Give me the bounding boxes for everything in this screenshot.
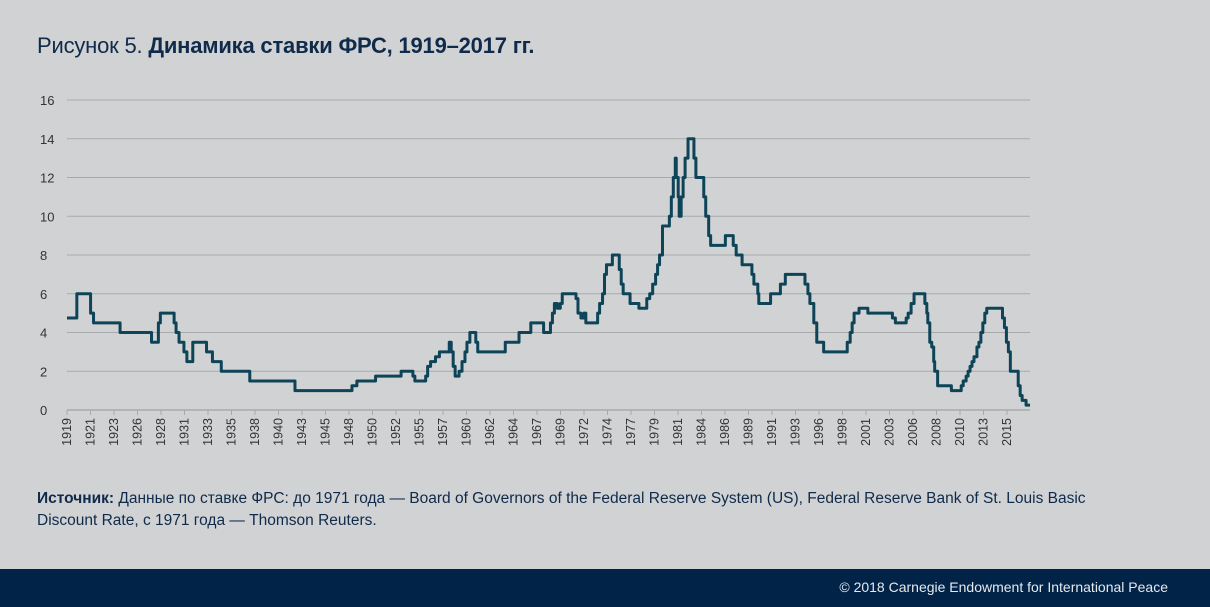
x-tick-label: 1984 (695, 418, 709, 446)
x-tick-label: 1993 (789, 418, 803, 446)
gridlines (67, 99, 1030, 372)
x-tick-label: 1945 (319, 418, 333, 446)
x-tick-label: 1940 (272, 418, 286, 446)
copyright: © 2018 Carnegie Endowment for Internatio… (839, 579, 1168, 595)
x-tick-label: 1957 (436, 418, 450, 446)
x-tick-label: 1938 (248, 418, 262, 446)
x-tick-label: 1919 (60, 418, 74, 446)
plot-area (67, 137, 1030, 407)
x-tick-label: 1923 (107, 418, 121, 446)
x-tick-label: 1943 (295, 418, 309, 446)
x-tick-label: 1996 (812, 418, 826, 446)
x-tick-label: 1928 (154, 418, 168, 446)
x-tick-label: 2001 (859, 418, 873, 446)
y-tick-label: 10 (40, 209, 54, 224)
x-tick-label: 2003 (883, 418, 897, 446)
x-tick-label: 1964 (507, 418, 521, 446)
x-tick-label: 1989 (742, 418, 756, 446)
x-tick-label: 1950 (366, 418, 380, 446)
x-tick-label: 2006 (906, 418, 920, 446)
x-tick-label: 1921 (84, 418, 98, 446)
y-tick-label: 14 (40, 132, 54, 147)
x-tick-label: 2015 (1000, 418, 1014, 446)
x-tick-label: 2013 (977, 418, 991, 446)
x-tick-label: 1967 (530, 418, 544, 446)
source-label: Источник: (37, 490, 115, 507)
x-tick-label: 1926 (131, 418, 145, 446)
x-tick-label: 2010 (953, 418, 967, 446)
x-tick-label: 1948 (342, 418, 356, 446)
x-tick-label: 1979 (648, 418, 662, 446)
x-tick-label: 1986 (718, 418, 732, 446)
y-tick-label: 0 (40, 403, 47, 418)
series-line-fed-rate (67, 137, 1030, 407)
x-tick-label: 1933 (201, 418, 215, 446)
x-axis: 1919 1921 1923 1926 1928 1931 1933 1935 1938 1940… (60, 409, 1030, 446)
x-tick-label: 1977 (624, 418, 638, 446)
source-text: Данные по ставке ФРС: до 1971 года — Boa… (37, 490, 1086, 529)
x-tick-label: 1969 (554, 418, 568, 446)
y-tick-label: 2 (40, 364, 47, 379)
y-tick-label: 4 (40, 326, 47, 341)
figure-number: Рисунок 5. (37, 33, 143, 58)
x-tick-label: 1955 (413, 418, 427, 446)
x-tick-label: 1962 (483, 418, 497, 446)
y-tick-label: 6 (40, 287, 47, 302)
x-tick-label: 1998 (836, 418, 850, 446)
source-note: Источник: Данные по ставке ФРС: до 1971 … (37, 488, 1137, 532)
footer-bar: © 2018 Carnegie Endowment for Internatio… (0, 569, 1210, 607)
x-tick-label: 1952 (389, 418, 403, 446)
x-tick-label: 1981 (671, 418, 685, 446)
x-tick-label: 1991 (765, 418, 779, 446)
y-tick-label: 8 (40, 248, 47, 263)
x-tick-label: 2008 (930, 418, 944, 446)
y-tick-label: 16 (40, 93, 54, 108)
y-axis: 0 2 4 6 8 10 12 14 16 (40, 93, 54, 418)
chart-title: Рисунок 5. Динамика ставки ФРС, 1919–201… (37, 33, 535, 59)
y-tick-label: 12 (40, 171, 54, 186)
x-tick-label: 1972 (577, 418, 591, 446)
x-tick-label: 1974 (601, 418, 615, 446)
x-tick-label: 1960 (460, 418, 474, 446)
x-tick-label: 1931 (178, 418, 192, 446)
figure-title: Динамика ставки ФРС, 1919–2017 гг. (148, 33, 535, 58)
x-tick-label: 1935 (225, 418, 239, 446)
